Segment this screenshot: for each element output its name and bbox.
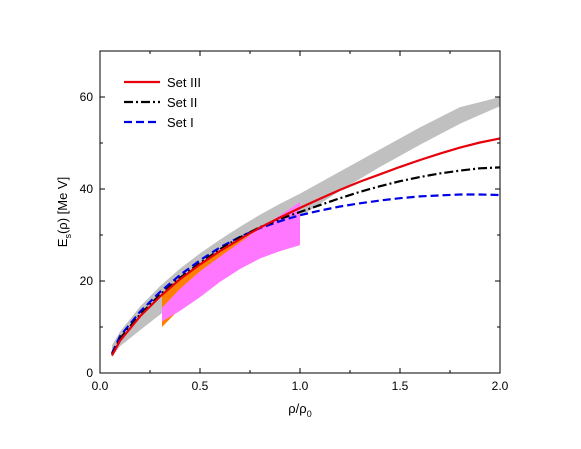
series-lines (111, 137, 501, 357)
series-line-set-i (111, 193, 501, 354)
x-axis-label: ρ/ρ0 (288, 401, 311, 419)
x-tick-label: 1.0 (292, 379, 309, 393)
y-tick-label: 20 (80, 274, 94, 288)
y-axis-label: Es(ρ) [Me V] (55, 177, 73, 247)
uncertainty-band-1 (112, 97, 500, 357)
x-tick-label: 2.0 (492, 379, 509, 393)
axis-ticks: 0.0 0.5 1.0 1.5 2.0 0 20 40 60 (80, 51, 509, 393)
series-line-set-iii (111, 137, 501, 357)
uncertainty-band-3 (162, 201, 300, 322)
x-tick-label: 0.0 (92, 379, 109, 393)
legend-label-set-i: Set I (167, 115, 194, 130)
legend: Set III Set II Set I (124, 75, 201, 130)
legend-label-set-ii: Set II (167, 95, 197, 110)
legend-label-set-iii: Set III (167, 75, 201, 90)
x-tick-label: 0.5 (192, 379, 209, 393)
series-line-set-ii (111, 166, 501, 356)
y-tick-label: 40 (80, 182, 94, 196)
y-tick-label: 60 (80, 90, 94, 104)
x-tick-label: 1.5 (392, 379, 409, 393)
y-tick-label: 0 (86, 366, 93, 380)
uncertainty-bands (112, 97, 500, 357)
